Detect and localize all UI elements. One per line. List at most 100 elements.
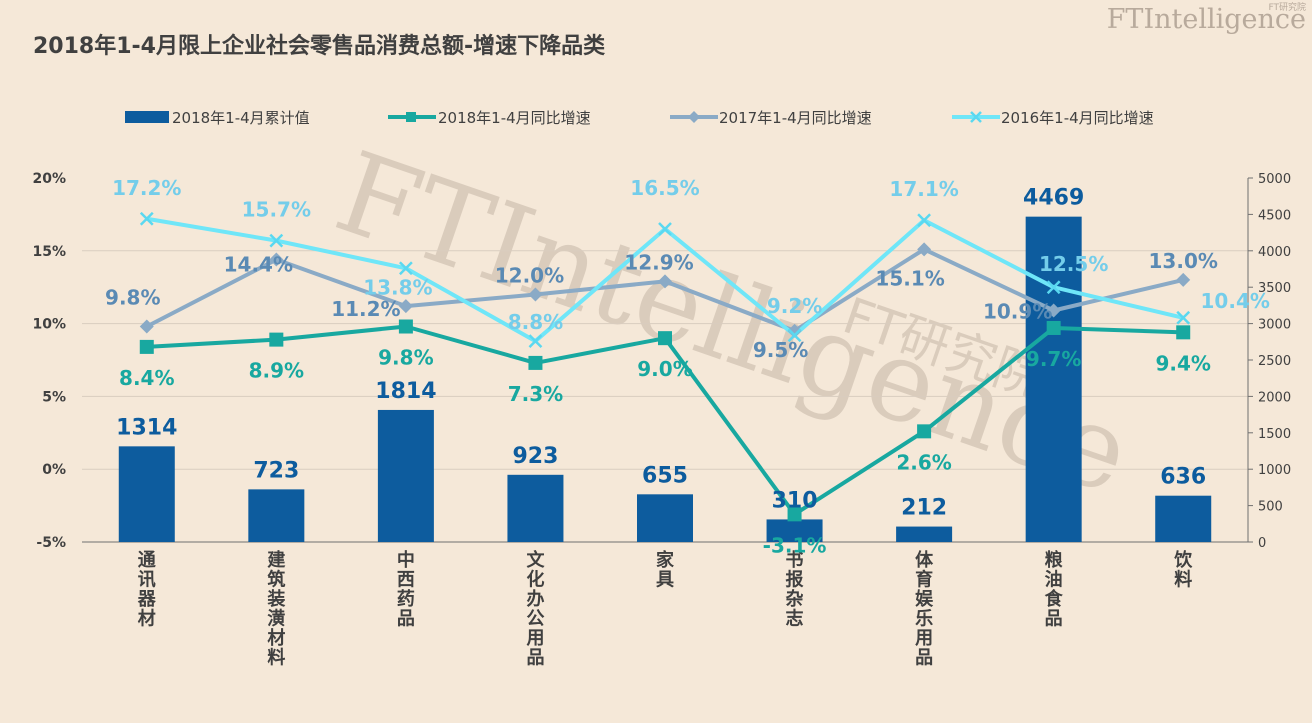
- marker-2016: [1046, 280, 1061, 295]
- label-2017: 13.0%: [1149, 249, 1218, 273]
- x-axis-category-label: 体育娱乐用品: [915, 549, 934, 669]
- right-axis-tick-label: 1500: [1258, 427, 1291, 442]
- right-axis-tick-label: 2500: [1258, 354, 1291, 369]
- marker-2017: [917, 242, 932, 257]
- data-labels: 1314 723 1814 923 655 310 212 4469 636 8.4% 8.9% 9.…: [105, 176, 1270, 558]
- marker-2017: [787, 323, 802, 338]
- left-axis-tick-label: 15%: [32, 244, 66, 260]
- marker-2018: [139, 339, 154, 354]
- marker-2017: [269, 252, 284, 267]
- bar-value-label: 1314: [116, 415, 177, 440]
- label-2017: 14.4%: [224, 253, 293, 277]
- x-axis-category-label: 建筑装潢材料: [267, 549, 285, 669]
- label-2017: 12.9%: [624, 250, 693, 274]
- x-axis-category-label: 粮油食品: [1044, 549, 1064, 630]
- chart-title: 2018年1-4月限上企业社会零售品消费总额-增速下降品类: [33, 34, 606, 59]
- right-axis-tick-label: 4500: [1258, 208, 1291, 223]
- left-axis-tick-label: 10%: [32, 317, 66, 333]
- right-axis-tick-label: 4000: [1258, 245, 1291, 260]
- brand-logo: FTIntelligence: [1106, 4, 1306, 35]
- label-2018: 9.8%: [378, 346, 433, 370]
- marker-2017: [139, 319, 154, 334]
- left-axis-tick-label: -5%: [36, 535, 66, 551]
- x-axis-category-label: 饮料: [1173, 549, 1193, 591]
- right-axis-tick-label: 3000: [1258, 318, 1291, 333]
- marker-2018: [398, 319, 413, 334]
- label-2018: 9.0%: [637, 357, 692, 381]
- legend-label: 2018年1-4月同比增速: [438, 109, 591, 127]
- label-2017: 12.0%: [495, 263, 564, 287]
- label-2017: 10.9%: [983, 299, 1052, 323]
- brand-subtitle: FT研究院: [1268, 3, 1306, 13]
- marker-2016: [528, 334, 543, 348]
- marker-2018: [269, 332, 284, 347]
- right-axis-tick-label: 2000: [1258, 390, 1291, 405]
- left-axis-tick-label: 20%: [32, 171, 66, 187]
- label-2017: 9.5%: [753, 338, 808, 362]
- label-2018: 8.9%: [249, 359, 304, 383]
- label-2016: 10.4%: [1201, 289, 1270, 313]
- marker-2017: [1176, 272, 1191, 287]
- bar: [507, 474, 564, 542]
- label-2016: 16.5%: [630, 176, 699, 200]
- legend-label: 2018年1-4月累计值: [172, 109, 310, 127]
- bar: [1025, 216, 1082, 542]
- line-series: [139, 211, 1191, 522]
- label-2017: 11.2%: [331, 297, 400, 321]
- marker-2017: [658, 274, 672, 289]
- label-2018: -3.1%: [763, 533, 827, 557]
- x-axis-category-label: 书报杂志: [786, 550, 804, 630]
- bar: [377, 409, 434, 542]
- label-2018: 7.3%: [508, 382, 563, 406]
- legend-label: 2017年1-4月同比增速: [719, 109, 872, 127]
- bar-series: [118, 216, 1212, 542]
- marker-2017: [1046, 303, 1061, 318]
- legend-marker-2018: [406, 112, 416, 122]
- legend-marker-2017: [688, 111, 700, 123]
- right-axis-tick-label: 3500: [1258, 281, 1291, 296]
- marker-2016: [658, 222, 672, 236]
- bar-value-label: 310: [772, 488, 818, 513]
- bar-value-label: 1814: [375, 379, 436, 404]
- label-2018: 8.4%: [119, 366, 174, 390]
- label-2018: 9.4%: [1155, 351, 1210, 375]
- label-2016: 9.2%: [767, 294, 822, 318]
- label-2017: 9.8%: [105, 286, 160, 310]
- right-axis-tick-label: 500: [1258, 500, 1283, 515]
- marker-2018: [917, 424, 932, 439]
- label-2016: 17.1%: [889, 177, 958, 201]
- bar: [896, 526, 953, 542]
- marker-2018: [787, 507, 802, 522]
- right-axis-tick-label: 1000: [1258, 463, 1291, 478]
- right-axis-tick-label: 0: [1258, 536, 1266, 551]
- bar-value-label: 723: [253, 458, 299, 483]
- marker-2016: [1176, 310, 1191, 325]
- x-axis-category-label: 家具: [656, 549, 675, 591]
- marker-2016: [399, 261, 413, 276]
- bar-value-label: 212: [901, 496, 947, 521]
- bar: [766, 519, 823, 542]
- marker-2016: [139, 211, 154, 226]
- marker-2018: [658, 331, 672, 346]
- left-axis-tick-label: 0%: [42, 462, 66, 478]
- label-2016: 17.2%: [112, 176, 181, 200]
- axes: 20%15%10%5%0%-5%500045004000350030002500…: [32, 171, 1291, 669]
- label-2016: 8.8%: [508, 310, 563, 334]
- bar-value-label: 636: [1160, 465, 1206, 490]
- left-axis-tick-label: 5%: [42, 389, 66, 405]
- bar: [118, 446, 175, 542]
- legend-marker-2016: [970, 111, 982, 123]
- bar-value-label: 4469: [1023, 186, 1084, 211]
- legend-swatch-bar: [125, 111, 169, 123]
- marker-2018: [528, 355, 543, 370]
- label-2018: 9.7%: [1026, 347, 1081, 371]
- marker-2018: [1176, 325, 1191, 340]
- legend: 2018年1-4月累计值 2018年1-4月同比增速 2017年1-4月同比增速 20…: [125, 109, 1154, 127]
- bar-value-label: 923: [512, 444, 558, 469]
- x-axis-category-label: 中西药品: [397, 549, 415, 630]
- marker-2016: [787, 328, 802, 343]
- label-2017: 15.1%: [875, 266, 944, 290]
- label-2016: 12.5%: [1039, 252, 1108, 276]
- x-axis-category-label: 通讯器材: [137, 550, 157, 630]
